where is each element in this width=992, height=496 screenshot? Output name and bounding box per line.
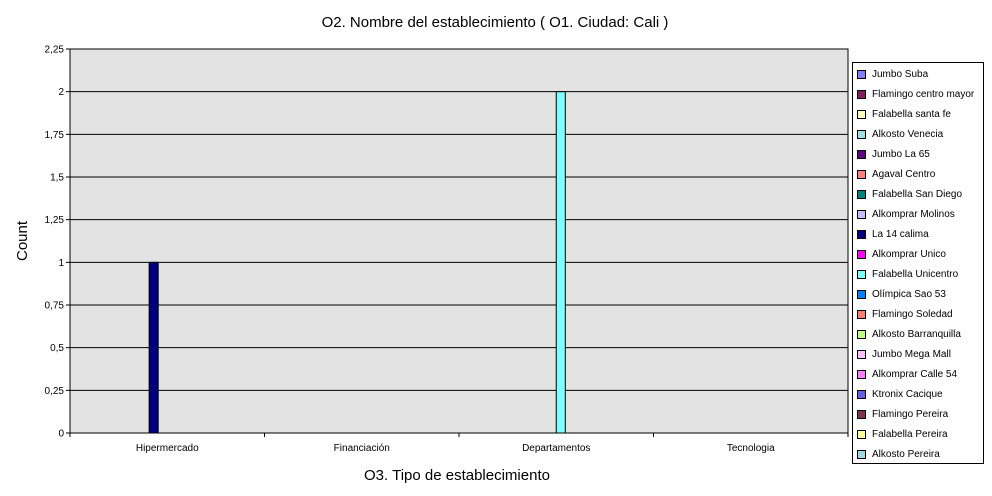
legend-label: Alkosto Venecia: [872, 128, 944, 140]
legend-label: Ktronix Cacique: [872, 388, 943, 400]
bar: [555, 91, 566, 434]
legend-swatch: [857, 329, 866, 339]
y-tick-label: 2: [58, 87, 64, 98]
legend-label: Falabella santa fe: [872, 108, 951, 120]
legend-item: Alkomprar Molinos: [857, 207, 955, 221]
legend-swatch: [857, 269, 866, 279]
y-tick-label: 1,25: [45, 215, 65, 226]
plot-area: [69, 48, 849, 434]
legend-item: Falabella Unicentro: [857, 267, 958, 281]
x-tick-label: Financiación: [334, 443, 390, 454]
legend-item: La 14 calima: [857, 227, 929, 241]
legend-label: Falabella Pereira: [872, 428, 948, 440]
legend-swatch: [857, 69, 866, 79]
y-tick-label: 0,75: [45, 301, 65, 312]
legend-label: Flamingo Pereira: [872, 408, 949, 420]
legend-item: Falabella santa fe: [857, 107, 951, 121]
legend-item: Flamingo Soledad: [857, 307, 953, 321]
legend-label: Jumbo La 65: [872, 148, 930, 160]
y-axis-label: Count: [14, 220, 31, 261]
y-tick-label: 0,5: [50, 343, 64, 354]
legend: Jumbo Suba Flamingo centro mayor Falabella…: [852, 62, 984, 464]
legend-swatch: [857, 209, 866, 219]
legend-label: Jumbo Suba: [872, 68, 929, 80]
legend-swatch: [857, 429, 866, 439]
legend-item: Alkosto Barranquilla: [857, 327, 961, 341]
legend-item: Alkomprar Unico: [857, 247, 946, 261]
legend-swatch: [857, 109, 866, 119]
x-tick-label: Hipermercado: [136, 443, 199, 454]
y-tick-label: 1,75: [45, 130, 65, 141]
legend-label: Olímpica Sao 53: [872, 288, 946, 300]
legend-swatch: [857, 309, 866, 319]
legend-item: Jumbo Mega Mall: [857, 347, 951, 361]
legend-item: Alkosto Venecia: [857, 127, 943, 141]
y-tick-label: 1: [58, 258, 64, 269]
legend-swatch: [857, 349, 866, 359]
legend-item: Falabella Pereira: [857, 427, 948, 441]
legend-item: Jumbo Suba: [857, 67, 928, 81]
legend-item: Alkomprar Calle 54: [857, 367, 957, 381]
legend-swatch: [857, 89, 866, 99]
legend-label: Alkomprar Unico: [872, 248, 946, 260]
legend-label: Falabella Unicentro: [872, 268, 959, 280]
legend-label: Alkosto Pereira: [872, 448, 940, 460]
legend-swatch: [857, 249, 866, 259]
legend-item: Alkosto Pereira: [857, 447, 940, 461]
legend-item: Flamingo centro mayor: [857, 87, 974, 101]
legend-swatch: [857, 229, 866, 239]
legend-swatch: [857, 129, 866, 139]
y-tick-label: 1,5: [50, 173, 64, 184]
legend-label: La 14 calima: [872, 228, 929, 240]
legend-item: Jumbo La 65: [857, 147, 930, 161]
legend-swatch: [857, 289, 866, 299]
legend-label: Jumbo Mega Mall: [872, 348, 951, 360]
legend-item: Flamingo Pereira: [857, 407, 948, 421]
y-tick-label: 2,25: [45, 45, 65, 56]
legend-swatch: [857, 369, 866, 379]
legend-item: Olímpica Sao 53: [857, 287, 946, 301]
legend-swatch: [857, 169, 866, 179]
legend-swatch: [857, 409, 866, 419]
legend-swatch: [857, 449, 866, 459]
legend-label: Alkomprar Molinos: [872, 208, 955, 220]
legend-label: Alkomprar Calle 54: [872, 368, 958, 380]
chart-title: O2. Nombre del establecimiento ( O1. Ciu…: [322, 14, 669, 31]
x-tick-label: Tecnologia: [727, 443, 775, 454]
legend-label: Flamingo Soledad: [872, 308, 953, 320]
y-tick-label: 0,25: [45, 386, 65, 397]
y-tick-label: 0: [58, 429, 64, 440]
legend-swatch: [857, 389, 866, 399]
legend-label: Alkosto Barranquilla: [872, 328, 961, 340]
x-tick-label: Departamentos: [522, 443, 590, 454]
legend-swatch: [857, 149, 866, 159]
legend-item: Falabella San Diego: [857, 187, 962, 201]
legend-item: Agaval Centro: [857, 167, 935, 181]
legend-label: Agaval Centro: [872, 168, 936, 180]
legend-label: Flamingo centro mayor: [872, 88, 975, 100]
legend-item: Ktronix Cacique: [857, 387, 943, 401]
x-axis-label: O3. Tipo de establecimiento: [364, 467, 550, 484]
legend-label: Falabella San Diego: [872, 188, 963, 200]
legend-swatch: [857, 189, 866, 199]
bar: [148, 261, 159, 434]
